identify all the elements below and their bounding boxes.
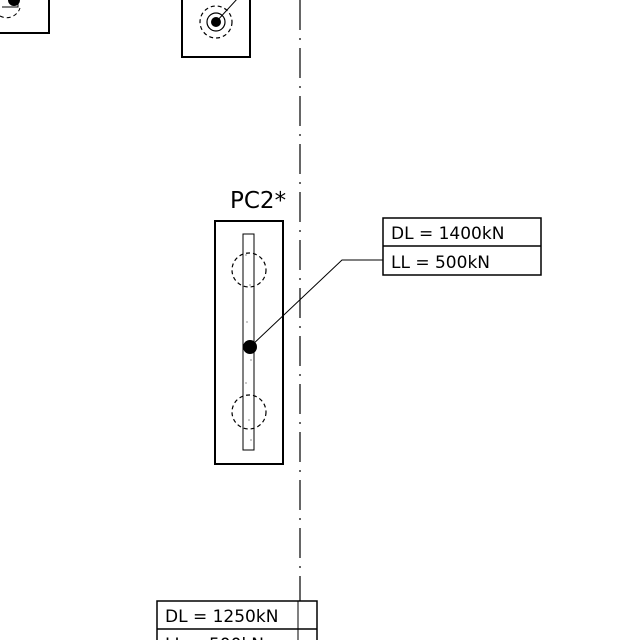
- dead-load-label: DL = 1250kN: [165, 607, 278, 627]
- column-hatch: [245, 254, 252, 441]
- pile-outline: [199, 5, 233, 39]
- pile-upper: [231, 252, 267, 288]
- pilecap-top-left-partial: [0, 0, 50, 34]
- pilecap-mark-label: PC2*: [230, 188, 286, 214]
- leader-line: [249, 259, 383, 348]
- load-tag-bottom: DL = 1250kN LL = 500kN: [156, 600, 318, 640]
- column-dot: [8, 0, 20, 6]
- live-load-label: LL = 500kN: [391, 253, 490, 273]
- pilecap-top-middle: [181, 0, 251, 58]
- live-load-label: LL = 500kN: [165, 635, 264, 640]
- pile-lower: [231, 394, 267, 430]
- pilecap-outline: [214, 220, 284, 465]
- load-tag-main: DL = 1400kN LL = 500kN: [382, 217, 542, 276]
- pilecap-pc2: [214, 220, 284, 465]
- dead-load-label: DL = 1400kN: [391, 224, 504, 244]
